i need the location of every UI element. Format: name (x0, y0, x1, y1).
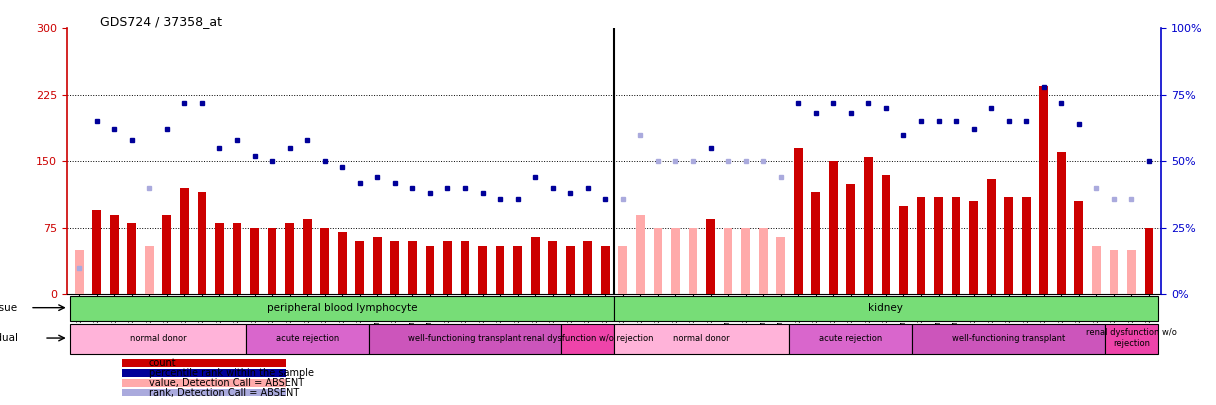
Text: tissue: tissue (0, 303, 18, 313)
Text: renal dysfunction w/o
rejection: renal dysfunction w/o rejection (1086, 328, 1177, 348)
Bar (829, 161, 838, 294)
Bar (109, 215, 119, 294)
Bar (128, 224, 136, 294)
Bar (338, 232, 347, 294)
Text: acute rejection: acute rejection (276, 334, 339, 343)
Bar (912, 324, 1105, 354)
Bar (986, 179, 996, 294)
Bar (846, 183, 855, 294)
Bar (917, 197, 925, 294)
Bar (776, 237, 786, 294)
Bar (1127, 250, 1136, 294)
Bar (759, 228, 767, 294)
Bar (268, 228, 276, 294)
Bar (1109, 250, 1119, 294)
Bar (619, 245, 627, 294)
Bar (565, 245, 575, 294)
Bar (899, 206, 908, 294)
Bar (1105, 324, 1158, 354)
Bar (688, 228, 698, 294)
Bar (1057, 153, 1065, 294)
Bar (197, 192, 207, 294)
Bar (969, 201, 978, 294)
Text: peripheral blood lymphocyte: peripheral blood lymphocyte (268, 303, 417, 313)
Bar (513, 245, 522, 294)
Bar (250, 228, 259, 294)
Bar (122, 369, 286, 377)
Bar (122, 389, 286, 396)
Bar (122, 379, 286, 386)
Bar (706, 219, 715, 294)
Text: normal donor: normal donor (130, 334, 186, 343)
Bar (882, 175, 890, 294)
Bar (74, 250, 84, 294)
Text: normal donor: normal donor (674, 334, 730, 343)
Bar (373, 237, 382, 294)
Bar (1075, 201, 1083, 294)
Bar (584, 241, 592, 294)
Text: individual: individual (0, 333, 18, 343)
Bar (478, 245, 486, 294)
Bar (952, 197, 961, 294)
Bar (811, 192, 820, 294)
Bar (461, 241, 469, 294)
Text: well-functioning transplant: well-functioning transplant (409, 334, 522, 343)
Bar (614, 324, 789, 354)
Bar (355, 241, 364, 294)
Bar (794, 148, 803, 294)
Bar (215, 224, 224, 294)
Text: rank, Detection Call = ABSENT: rank, Detection Call = ABSENT (148, 388, 299, 398)
Bar (409, 241, 417, 294)
Bar (530, 237, 540, 294)
Text: value, Detection Call = ABSENT: value, Detection Call = ABSENT (148, 378, 304, 388)
Bar (443, 241, 452, 294)
Text: renal dysfunction w/o rejection: renal dysfunction w/o rejection (523, 334, 653, 343)
Text: percentile rank within the sample: percentile rank within the sample (148, 368, 314, 378)
Bar (1144, 228, 1154, 294)
Bar (71, 324, 246, 354)
Text: well-functioning transplant: well-functioning transplant (952, 334, 1065, 343)
Bar (671, 228, 680, 294)
Bar (71, 296, 614, 321)
Bar (1021, 197, 1031, 294)
Bar (789, 324, 912, 354)
Bar (1040, 86, 1048, 294)
Bar (303, 219, 311, 294)
Bar (653, 228, 663, 294)
Bar (145, 245, 153, 294)
Bar (614, 296, 1158, 321)
Bar (92, 210, 101, 294)
Text: kidney: kidney (868, 303, 903, 313)
Bar (390, 241, 399, 294)
Text: GDS724 / 37358_at: GDS724 / 37358_at (100, 15, 221, 28)
Bar (426, 245, 434, 294)
Bar (246, 324, 368, 354)
Bar (496, 245, 505, 294)
Bar (1092, 245, 1100, 294)
Bar (742, 228, 750, 294)
Bar (562, 324, 614, 354)
Bar (865, 157, 873, 294)
Bar (368, 324, 562, 354)
Bar (724, 228, 732, 294)
Bar (163, 215, 171, 294)
Bar (1004, 197, 1013, 294)
Bar (636, 215, 644, 294)
Bar (601, 245, 609, 294)
Bar (548, 241, 557, 294)
Text: acute rejection: acute rejection (820, 334, 883, 343)
Bar (122, 359, 286, 367)
Bar (232, 224, 242, 294)
Bar (934, 197, 942, 294)
Bar (180, 188, 188, 294)
Text: count: count (148, 358, 176, 368)
Bar (320, 228, 330, 294)
Bar (286, 224, 294, 294)
